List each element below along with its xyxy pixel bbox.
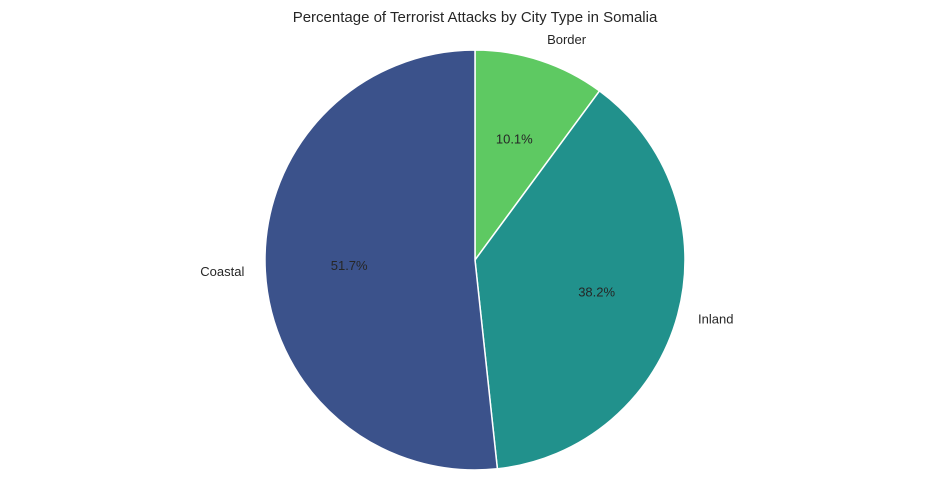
- pie-labels: Border 10.1% Inland 38.2% Coastal 51.7%: [200, 32, 733, 327]
- slice-label-coastal: Coastal: [200, 264, 244, 279]
- pie-slices: [264, 49, 686, 471]
- slice-percent-coastal: 51.7%: [331, 258, 368, 273]
- slice-label-border: Border: [547, 32, 587, 47]
- slice-label-inland: Inland: [698, 312, 733, 327]
- chart-title: Percentage of Terrorist Attacks by City …: [293, 9, 658, 26]
- pie-slice-border: [474, 49, 601, 263]
- pie-slice-coastal: [264, 49, 499, 471]
- pie-slice-inland: [474, 89, 686, 470]
- slice-percent-inland: 38.2%: [578, 284, 615, 299]
- slice-percent-border: 10.1%: [496, 132, 533, 147]
